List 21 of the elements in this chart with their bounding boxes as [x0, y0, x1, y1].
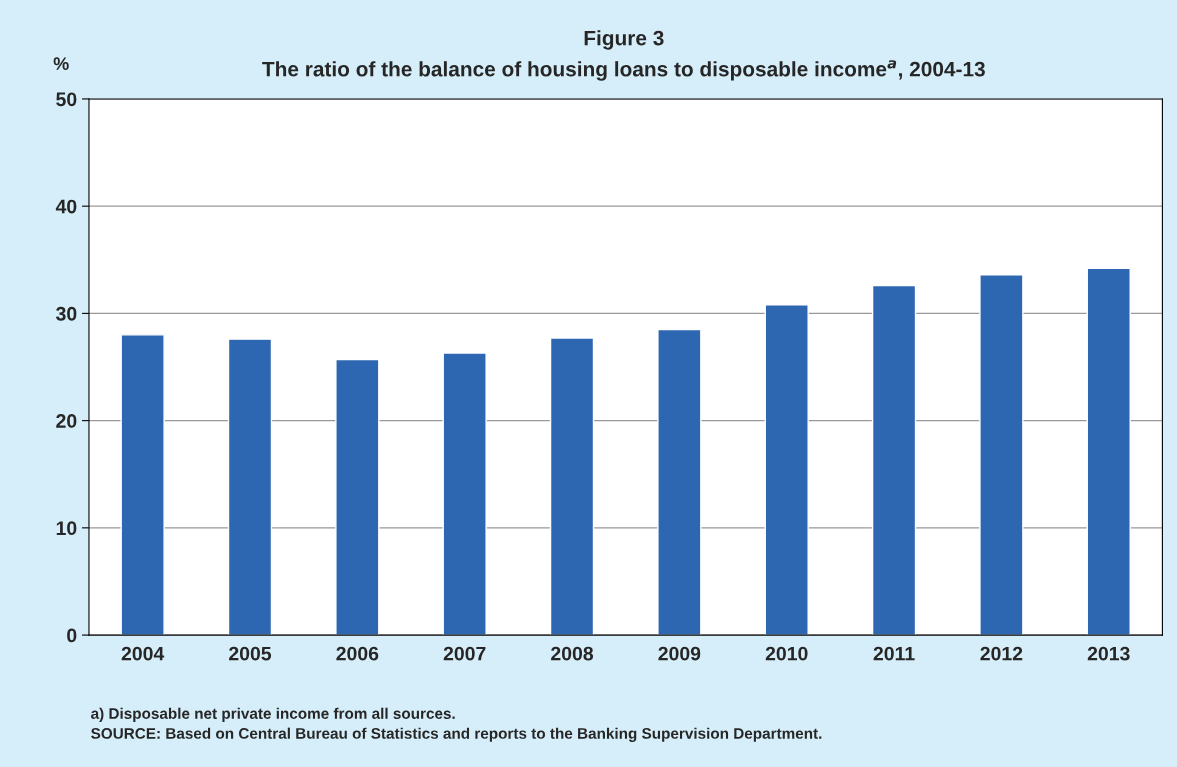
x-tick-label: 2012 — [980, 646, 1023, 661]
y-tick-label: 50 — [56, 92, 77, 107]
x-tick-label: 2005 — [229, 646, 272, 661]
x-tick-label: 2013 — [1087, 646, 1130, 661]
y-tick-label: 0 — [67, 628, 77, 643]
x-tick-label: 2011 — [873, 646, 915, 661]
chart-subtitle: The ratio of the balance of housing loans to disposable income$^{a}$, 2004-13 — [262, 60, 985, 81]
x-tick-label: 2006 — [336, 646, 379, 661]
text: a) Disposable net private income from all sources. — [91, 707, 455, 722]
y-tick-label: 40 — [55, 199, 77, 214]
y-tick-label: 30 — [56, 306, 77, 321]
x-tick-label: 2008 — [551, 646, 594, 661]
x-tick-label: 2010 — [765, 646, 808, 661]
y-tick-label: 20 — [56, 414, 77, 428]
x-tick-label: 2009 — [658, 646, 701, 661]
chart-title: Figure 3 — [584, 30, 664, 50]
x-tick-label: 2004 — [121, 646, 165, 661]
source-note: SOURCE: Based on Central Bureau of Statistics and reports to the Banking Supervision Department. — [91, 727, 822, 742]
y-axis-title: % — [53, 57, 69, 71]
y-tick-label: 10 — [56, 521, 77, 536]
x-tick-label: 2007 — [443, 646, 486, 661]
